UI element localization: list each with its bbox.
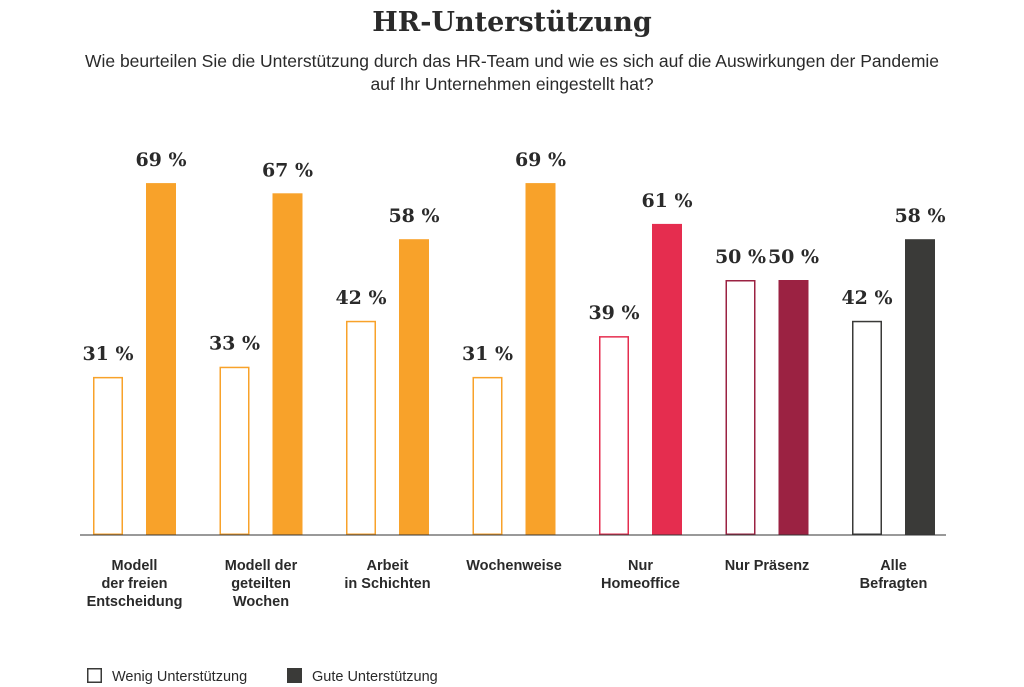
legend-label-1: Gute Unterstützung (312, 669, 438, 685)
legend-swatch-0 (87, 668, 102, 683)
bar-gute-4 (652, 223, 682, 535)
data-label-gute-0: 69 % (135, 149, 186, 171)
category-label-4: Homeoffice (601, 576, 680, 592)
bar-gute-3 (525, 183, 556, 535)
bar-wenig-2 (346, 320, 376, 535)
legend-swatch-1 (287, 668, 302, 683)
category-label-1: Modell der (225, 558, 298, 574)
bar-wenig-0 (93, 376, 123, 535)
data-label-wenig-4: 39 % (588, 302, 639, 324)
chart-subtitle-line-1: Wie beurteilen Sie die Unterstützung dur… (85, 51, 939, 71)
bar-gute-1 (272, 193, 303, 536)
data-label-wenig-5: 50 % (715, 246, 766, 268)
bar-gute-5 (778, 280, 809, 535)
legend: Wenig Unterstützung Gute Unterstützung (87, 668, 438, 685)
category-label-4: Nur (628, 558, 653, 574)
category-label-1: Wochen (233, 594, 289, 610)
category-label-1: geteilten (231, 576, 291, 592)
bar-wenig-4 (599, 336, 629, 535)
data-label-wenig-1: 33 % (209, 333, 260, 355)
data-label-gute-6: 58 % (894, 205, 945, 227)
bar-wenig-6 (852, 320, 882, 535)
bar-gute-2 (399, 239, 429, 535)
bar-group: 31 % 69 % Modell der freien Entscheidung 33 %… (80, 149, 946, 610)
bar-wenig-5 (725, 280, 756, 535)
bar-gute-6 (905, 239, 935, 535)
category-label-5: Nur Präsenz (725, 558, 810, 574)
legend-label-0: Wenig Unterstützung (112, 669, 247, 685)
category-label-2: Arbeit (367, 558, 409, 574)
data-label-gute-1: 67 % (262, 159, 313, 181)
bar-wenig-1 (219, 366, 250, 536)
data-label-gute-4: 61 % (641, 190, 692, 212)
chart-title: HR-Unterstützung (372, 7, 652, 38)
category-label-6: Befragten (860, 576, 928, 592)
category-label-0: der freien (101, 576, 167, 592)
chart-subtitle-line-2: auf Ihr Unternehmen eingestellt hat? (370, 74, 653, 94)
category-label-0: Modell (112, 558, 158, 574)
category-label-6: Alle (880, 558, 907, 574)
data-label-gute-3: 69 % (515, 149, 566, 171)
data-label-wenig-2: 42 % (335, 287, 386, 309)
data-label-wenig-3: 31 % (462, 343, 513, 365)
category-label-0: Entscheidung (87, 594, 183, 610)
data-label-gute-5: 50 % (768, 246, 819, 268)
data-label-gute-2: 58 % (388, 205, 439, 227)
data-label-wenig-6: 42 % (841, 287, 892, 309)
category-label-3: Wochenweise (466, 558, 562, 574)
bar-gute-0 (146, 183, 176, 535)
category-label-2: in Schichten (344, 576, 430, 592)
data-label-wenig-0: 31 % (82, 343, 133, 365)
bar-wenig-3 (472, 376, 503, 535)
